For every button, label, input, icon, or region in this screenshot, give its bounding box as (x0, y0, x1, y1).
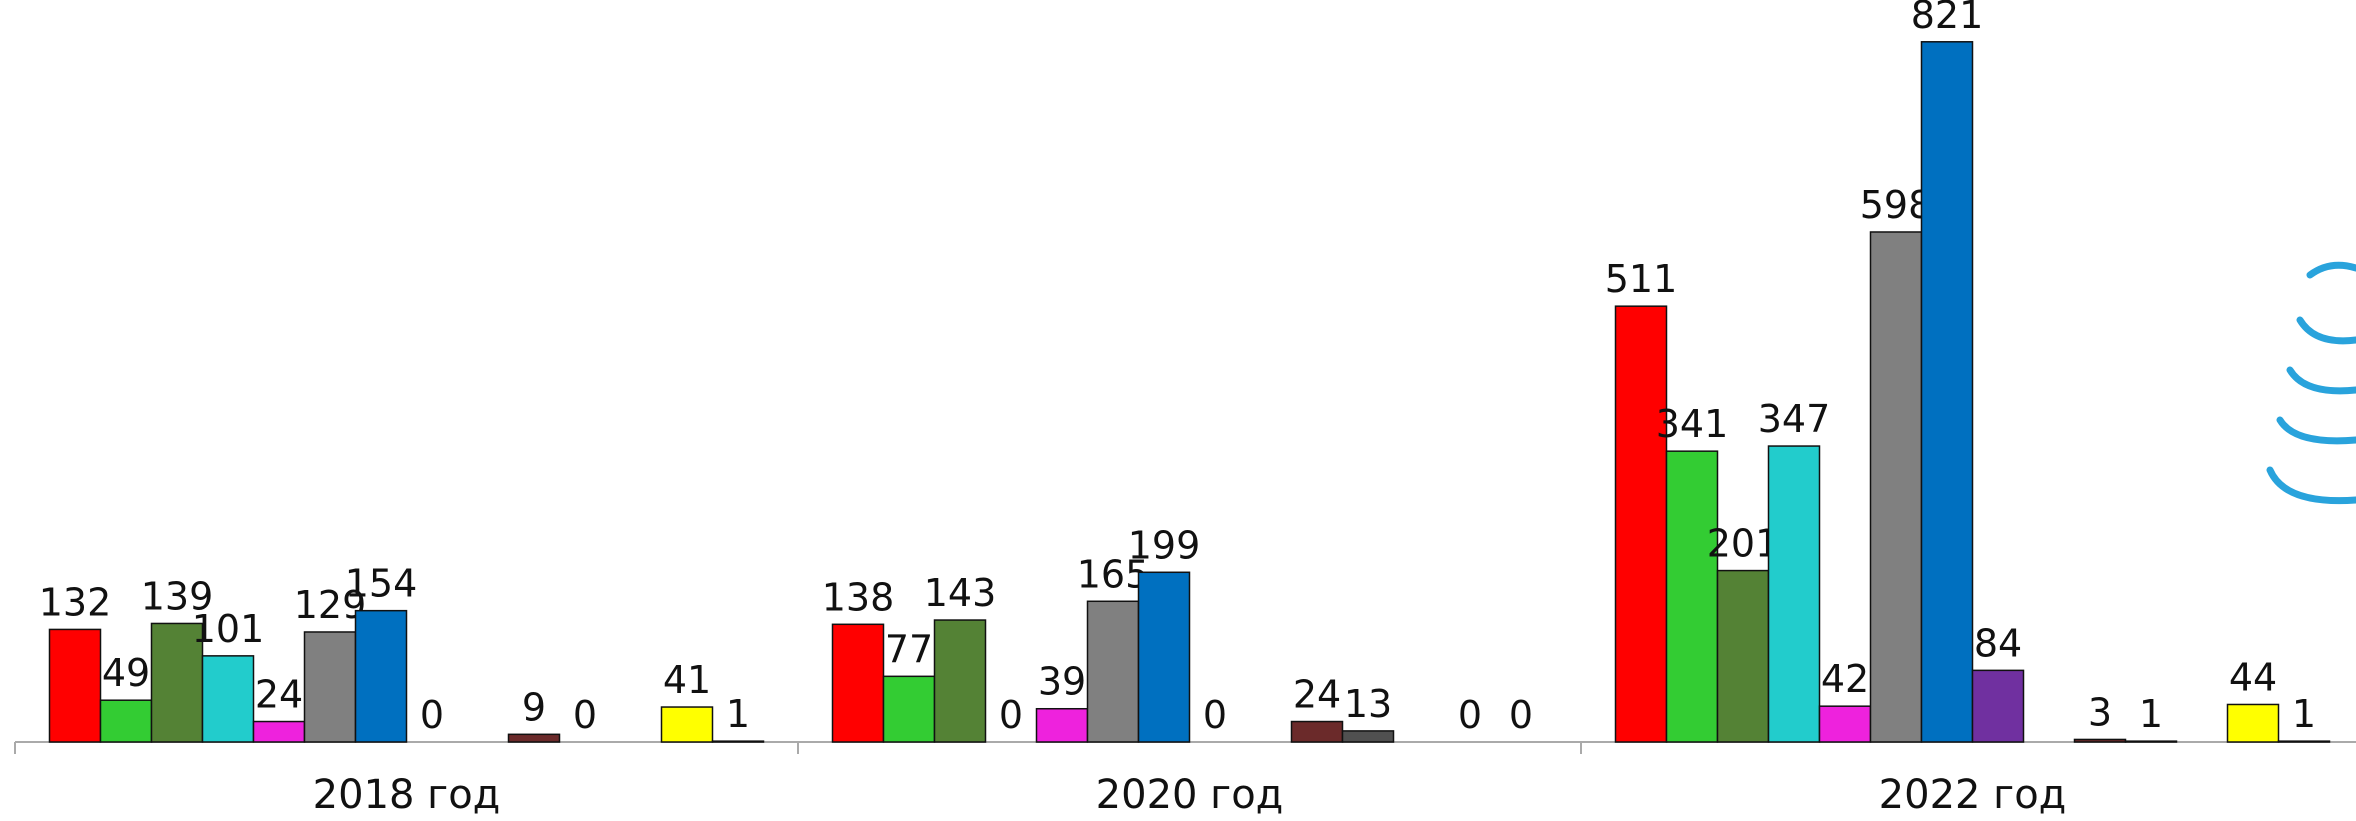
value-label: 143 (924, 571, 997, 615)
bar (305, 632, 356, 742)
bar (1922, 42, 1973, 742)
value-label: 0 (1458, 693, 1482, 737)
bar (1088, 601, 1139, 742)
value-label: 3 (2088, 690, 2112, 734)
x-tick-label: 2018 год (313, 772, 501, 818)
bar (254, 722, 305, 742)
x-tick-label: 2020 год (1096, 772, 1284, 818)
value-label: 49 (102, 651, 150, 695)
value-label: 0 (1509, 693, 1533, 737)
bar (935, 620, 986, 742)
bar (356, 611, 407, 742)
bar (1292, 722, 1343, 742)
chart: 2018 год13249139101241291540904112020 го… (0, 0, 2356, 821)
bar (509, 734, 560, 742)
bar (2075, 739, 2126, 742)
bar (101, 700, 152, 742)
value-label: 44 (2229, 655, 2277, 699)
value-label: 132 (39, 580, 112, 624)
bar (2279, 741, 2330, 742)
bar (2228, 704, 2279, 742)
value-label: 511 (1605, 257, 1678, 301)
value-label: 24 (1293, 673, 1341, 717)
value-label: 0 (573, 693, 597, 737)
value-label: 0 (420, 693, 444, 737)
bar (203, 656, 254, 742)
value-label: 9 (522, 685, 546, 729)
value-label: 41 (663, 658, 711, 702)
bar (1769, 446, 1820, 742)
value-label: 13 (1344, 682, 1392, 726)
bar (662, 707, 713, 742)
value-label: 84 (1974, 621, 2022, 665)
value-label: 138 (822, 575, 895, 619)
value-label: 0 (999, 693, 1023, 737)
bar (1973, 670, 2024, 742)
bar (713, 741, 764, 742)
value-label: 341 (1656, 402, 1729, 446)
bar (1343, 731, 1394, 742)
bar (1871, 232, 1922, 742)
value-label: 1 (2292, 692, 2316, 736)
bar (1718, 571, 1769, 742)
value-label: 347 (1758, 397, 1831, 441)
bar (1667, 451, 1718, 742)
value-label: 1 (726, 692, 750, 736)
decoration-waves (2270, 265, 2356, 500)
value-label: 821 (1911, 0, 1984, 37)
value-label: 154 (345, 562, 418, 606)
bar (1139, 572, 1190, 742)
bar (1616, 306, 1667, 742)
bar (1037, 709, 1088, 742)
bar (2126, 741, 2177, 742)
bar (884, 676, 935, 742)
bar (50, 629, 101, 742)
value-label: 42 (1821, 657, 1869, 701)
value-label: 101 (192, 607, 265, 651)
bar (833, 624, 884, 742)
value-label: 0 (1203, 693, 1227, 737)
value-label: 39 (1038, 660, 1086, 704)
value-label: 199 (1128, 523, 1201, 567)
x-tick-label: 2022 год (1879, 772, 2067, 818)
value-label: 1 (2139, 692, 2163, 736)
bar (1820, 706, 1871, 742)
value-label: 24 (255, 673, 303, 717)
value-label: 77 (885, 627, 933, 671)
